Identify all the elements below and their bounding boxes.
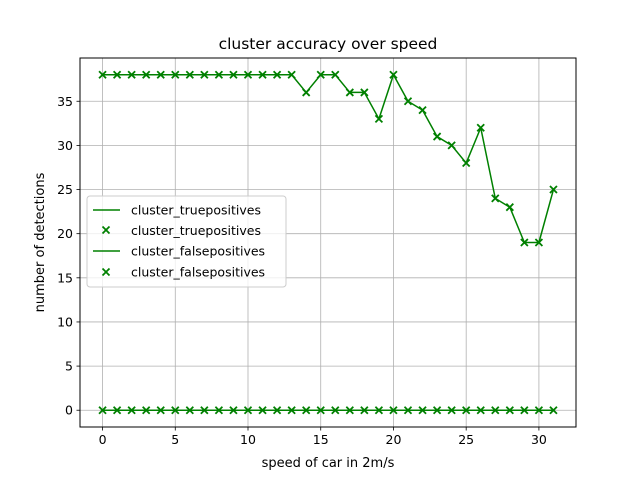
data-point — [403, 406, 413, 415]
data-point — [403, 97, 413, 106]
y-tick-label: 10 — [57, 314, 73, 329]
data-point — [171, 406, 180, 415]
data-point — [374, 406, 384, 415]
data-point — [476, 406, 485, 415]
data-point — [214, 70, 224, 79]
x-tick-label: 30 — [531, 432, 547, 447]
data-point — [432, 406, 442, 415]
data-point — [476, 123, 485, 132]
y-tick-label: 5 — [65, 359, 73, 374]
data-point — [345, 406, 354, 415]
y-tick-label: 0 — [65, 403, 73, 418]
y-tick-label: 35 — [57, 94, 73, 109]
data-point — [272, 406, 282, 415]
data-point — [549, 185, 558, 194]
data-point — [112, 406, 122, 415]
data-point — [389, 406, 398, 415]
data-point — [156, 406, 165, 415]
legend-entry-label: cluster_falsepositives — [131, 265, 265, 280]
data-point — [389, 70, 398, 79]
data-point — [331, 70, 340, 79]
x-tick-label: 15 — [313, 432, 329, 447]
data-point — [156, 70, 165, 79]
data-point — [462, 158, 471, 168]
x-tick-label: 10 — [240, 432, 256, 447]
data-point — [127, 70, 136, 79]
data-point — [98, 70, 107, 79]
data-point — [432, 132, 442, 141]
data-point — [185, 70, 194, 79]
data-point — [112, 70, 122, 79]
data-point — [520, 238, 529, 247]
legend-box — [86, 195, 287, 288]
y-axis-label: number of detections — [33, 172, 48, 312]
data-point — [171, 70, 180, 79]
data-point — [505, 406, 514, 415]
data-point — [302, 406, 311, 415]
ticks: 0 5 10 15 20 25 30 0 5 10 15 20 25 30 35 — [57, 94, 547, 447]
legend: cluster_truepositives cluster_truepositi… — [86, 195, 287, 288]
legend-entry-label: cluster_truepositives — [131, 203, 261, 218]
data-point — [287, 406, 296, 415]
data-point — [127, 406, 136, 415]
y-tick-label: 15 — [57, 270, 73, 285]
series-layer — [98, 70, 558, 415]
data-point — [491, 194, 500, 203]
legend-x-marker — [101, 267, 111, 277]
x-axis-label: speed of car in 2m/s — [262, 456, 395, 471]
data-point — [302, 88, 311, 97]
data-point — [243, 406, 253, 415]
data-point — [243, 70, 253, 79]
plot-frame — [79, 57, 577, 428]
data-point — [316, 406, 325, 415]
data-point — [360, 88, 369, 97]
x-tick-label: 5 — [171, 432, 179, 447]
y-tick-label: 30 — [57, 138, 73, 153]
data-point — [447, 406, 456, 415]
legend-entry-label: cluster_falsepositives — [131, 244, 265, 259]
data-point — [462, 406, 471, 415]
legend-x-marker — [101, 225, 111, 235]
data-point — [374, 114, 384, 124]
data-point — [214, 406, 224, 415]
data-point — [534, 238, 544, 247]
data-point — [229, 70, 238, 79]
data-point — [534, 406, 544, 415]
data-point — [272, 70, 282, 79]
data-point — [185, 406, 194, 415]
data-point — [229, 406, 238, 415]
data-point — [331, 406, 340, 415]
data-point — [287, 70, 296, 79]
data-point — [418, 406, 427, 415]
legend-entry-label: cluster_truepositives — [131, 223, 261, 238]
data-point — [491, 406, 500, 415]
data-point — [142, 406, 151, 415]
data-point — [98, 406, 107, 415]
data-point — [549, 406, 558, 415]
data-point — [418, 105, 427, 115]
y-tick-label: 20 — [57, 226, 73, 241]
data-point — [316, 70, 325, 79]
series-line — [102, 74, 555, 244]
data-point — [200, 406, 209, 415]
data-point — [360, 406, 369, 415]
data-point — [505, 203, 514, 212]
x-tick-label: 25 — [458, 432, 474, 447]
y-tick-label: 25 — [57, 182, 73, 197]
data-point — [520, 406, 529, 415]
data-point — [345, 88, 354, 97]
x-tick-label: 0 — [99, 432, 107, 447]
data-point — [258, 70, 267, 79]
x-tick-label: 20 — [386, 432, 402, 447]
data-point — [142, 70, 151, 79]
chart-title: cluster accuracy over speed — [219, 35, 438, 53]
data-point — [447, 141, 456, 150]
data-point — [200, 70, 209, 79]
data-point — [258, 406, 267, 415]
